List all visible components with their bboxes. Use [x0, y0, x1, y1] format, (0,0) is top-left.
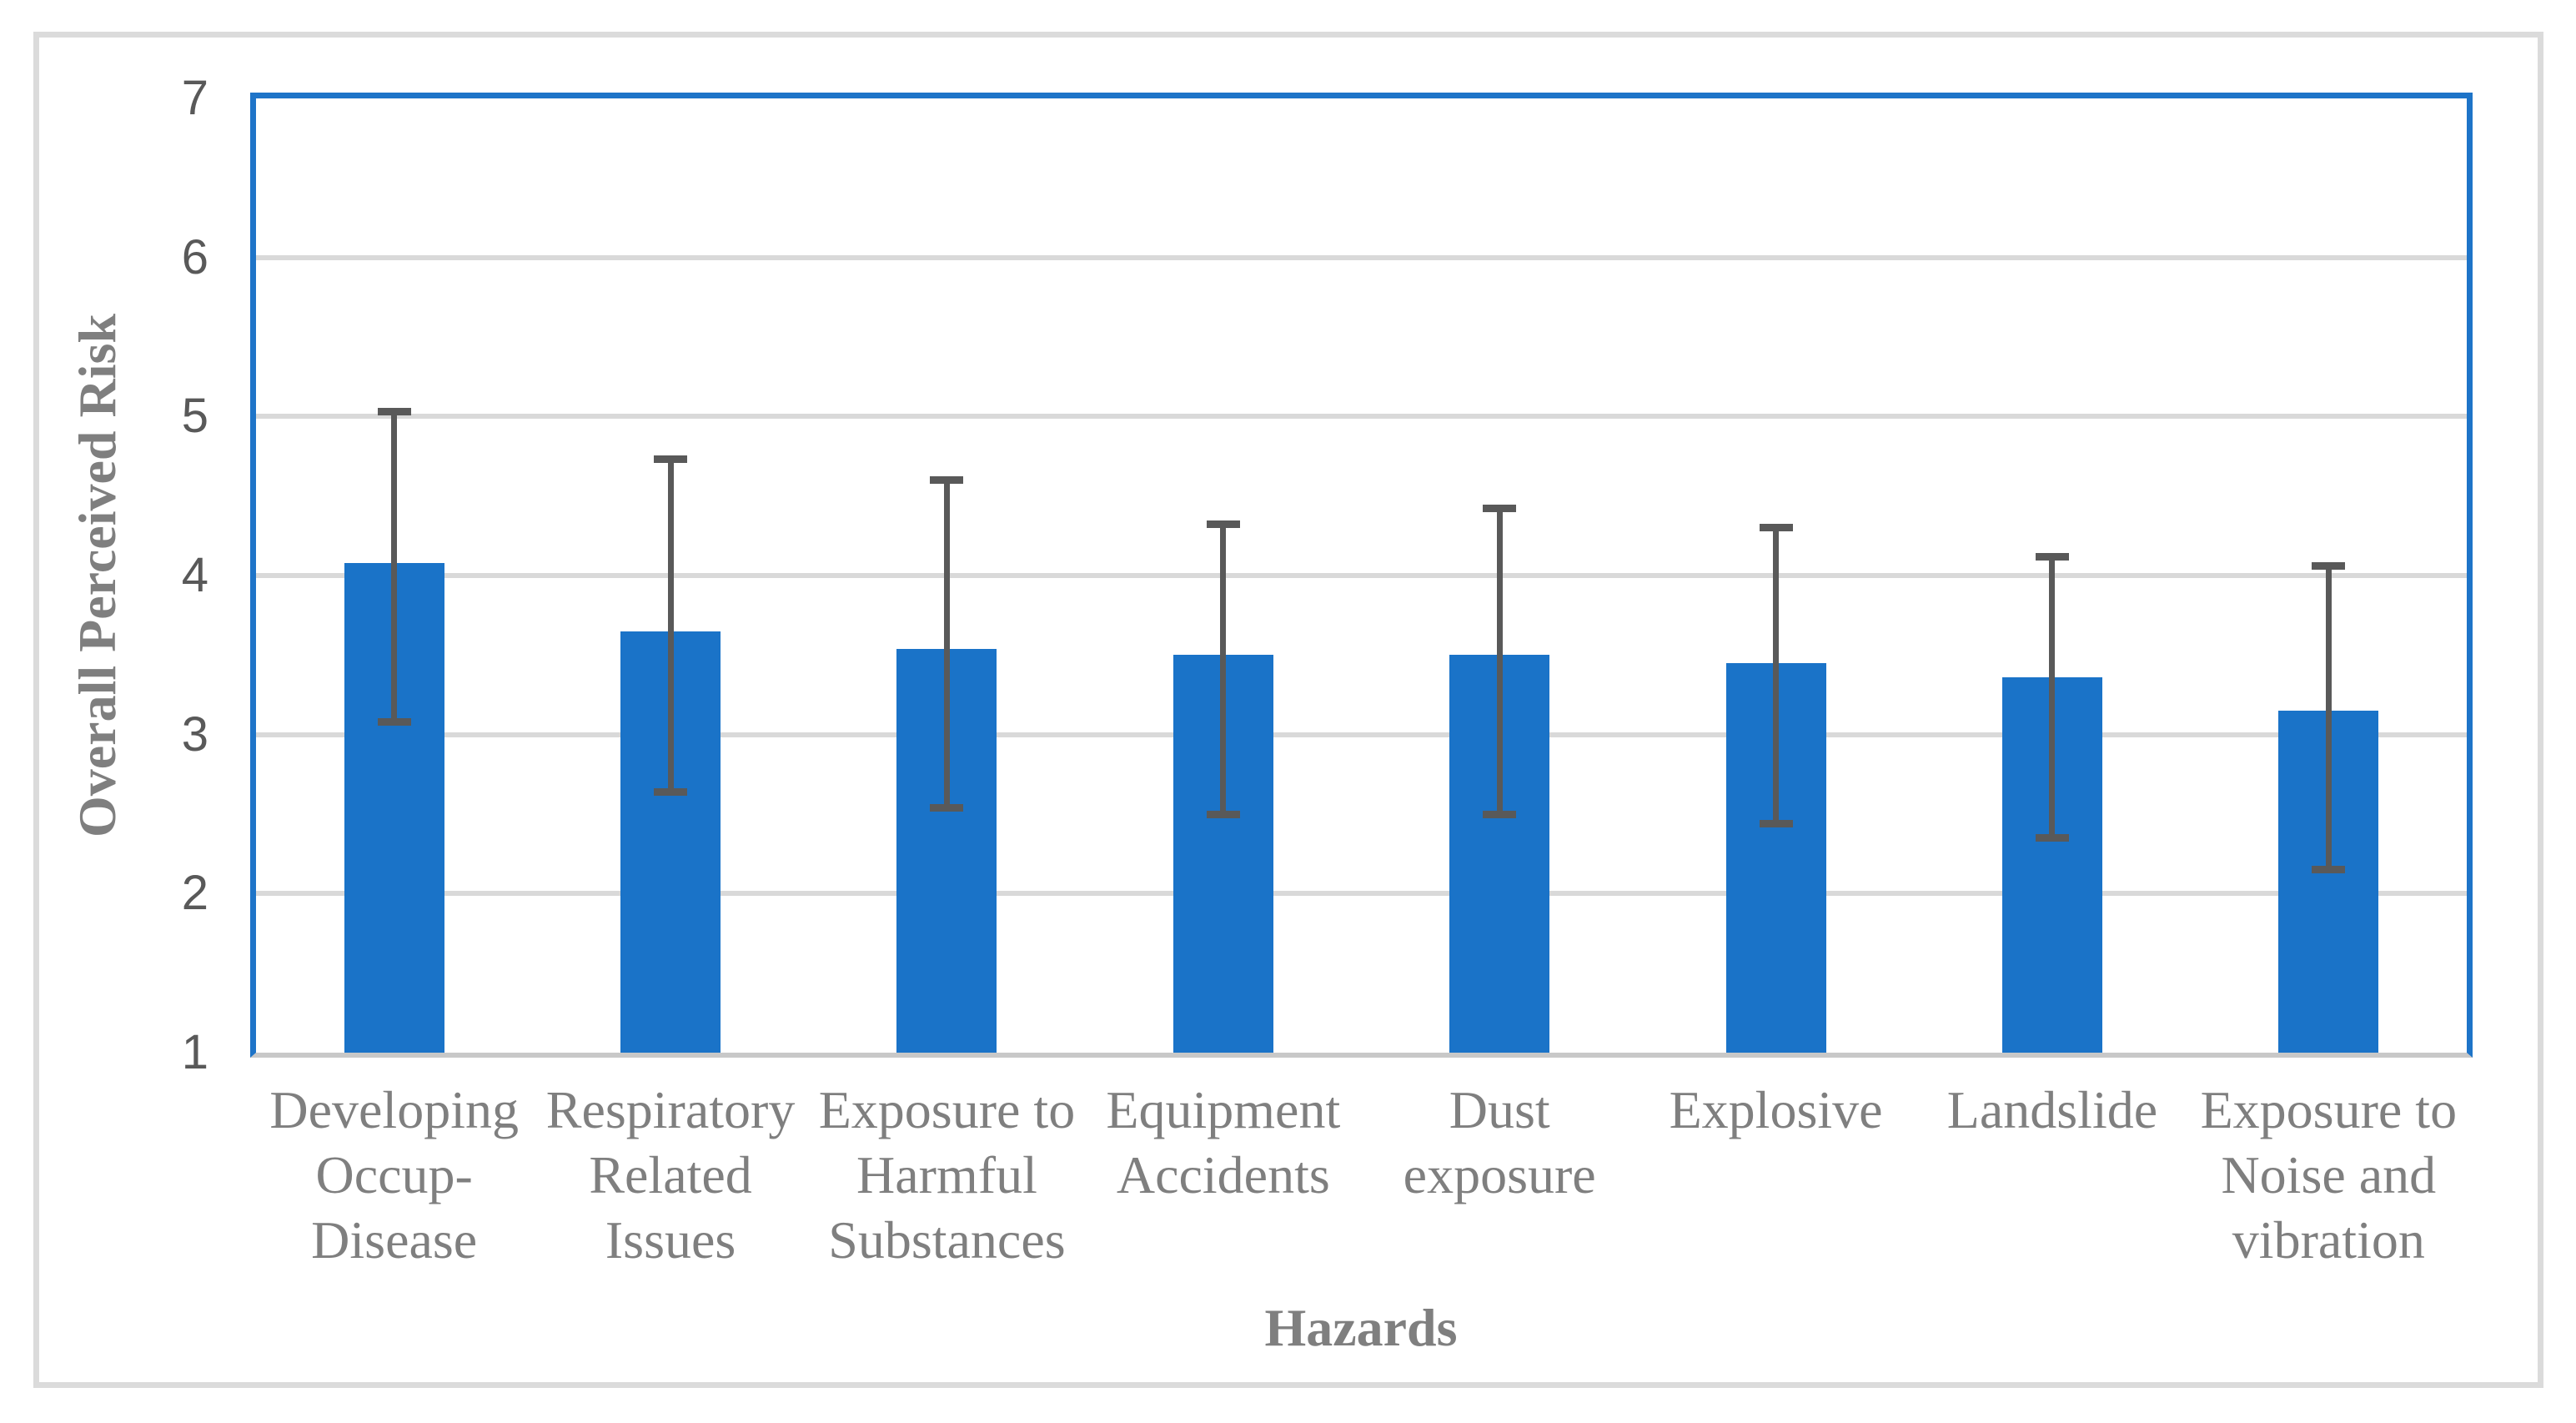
error-bar-lower-cap: [2035, 834, 2069, 842]
y-tick-label: 5: [181, 389, 208, 444]
error-bar-upper-cap: [377, 408, 411, 416]
y-tick-label: 6: [181, 229, 208, 284]
error-bar-upper-cap: [1206, 520, 1240, 529]
y-tick-label: 7: [181, 71, 208, 125]
error-bar-lower-cap: [1206, 810, 1240, 818]
x-category-label: Equipment Accidents: [1106, 1080, 1341, 1204]
error-bar: [391, 411, 398, 722]
grid-line: [256, 891, 2467, 897]
error-bar: [1496, 508, 1503, 814]
error-bar-upper-cap: [930, 476, 964, 485]
error-bar-upper-cap: [1483, 505, 1517, 513]
error-bar: [1220, 524, 1227, 814]
x-category-label: Respiratory Related Issues: [545, 1080, 796, 1270]
error-bar-lower-cap: [2312, 866, 2346, 874]
plot-area: [250, 93, 2473, 1058]
error-bar-lower-cap: [1759, 819, 1793, 827]
error-bar-lower-cap: [654, 787, 688, 796]
y-axis-title: Overall Perceived Risk: [68, 314, 127, 837]
error-bar: [667, 459, 674, 792]
grid-line: [256, 573, 2467, 578]
x-category-label: Landslide: [1946, 1080, 2158, 1139]
x-category-label: Explosive: [1669, 1080, 1883, 1139]
error-bar: [2049, 556, 2056, 838]
error-bar: [1773, 527, 1780, 824]
x-category-label: Exposure to Noise and vibration: [2200, 1080, 2458, 1270]
grid-line: [256, 414, 2467, 420]
x-category-label: Exposure to Harmful Substances: [818, 1080, 1076, 1270]
y-tick-label: 3: [181, 706, 208, 762]
error-bar: [2325, 566, 2332, 870]
grid-line: [256, 254, 2467, 260]
y-tick-label: 1: [181, 1025, 208, 1079]
x-category-label: Developing Occup- Disease: [269, 1080, 519, 1270]
y-tick-label: 2: [181, 866, 208, 921]
error-bar: [943, 480, 950, 808]
x-category-label: Dust exposure: [1403, 1080, 1596, 1204]
error-bar-upper-cap: [2312, 562, 2346, 571]
x-axis-title: Hazards: [1264, 1298, 1458, 1357]
error-bar-lower-cap: [377, 717, 411, 726]
error-bar-upper-cap: [1759, 524, 1793, 532]
error-bar-lower-cap: [930, 803, 964, 812]
error-bar-upper-cap: [2035, 552, 2069, 561]
grid-line: [256, 732, 2467, 737]
error-bar-lower-cap: [1483, 810, 1517, 818]
y-tick-label: 4: [181, 548, 208, 602]
error-bar-upper-cap: [654, 455, 688, 464]
